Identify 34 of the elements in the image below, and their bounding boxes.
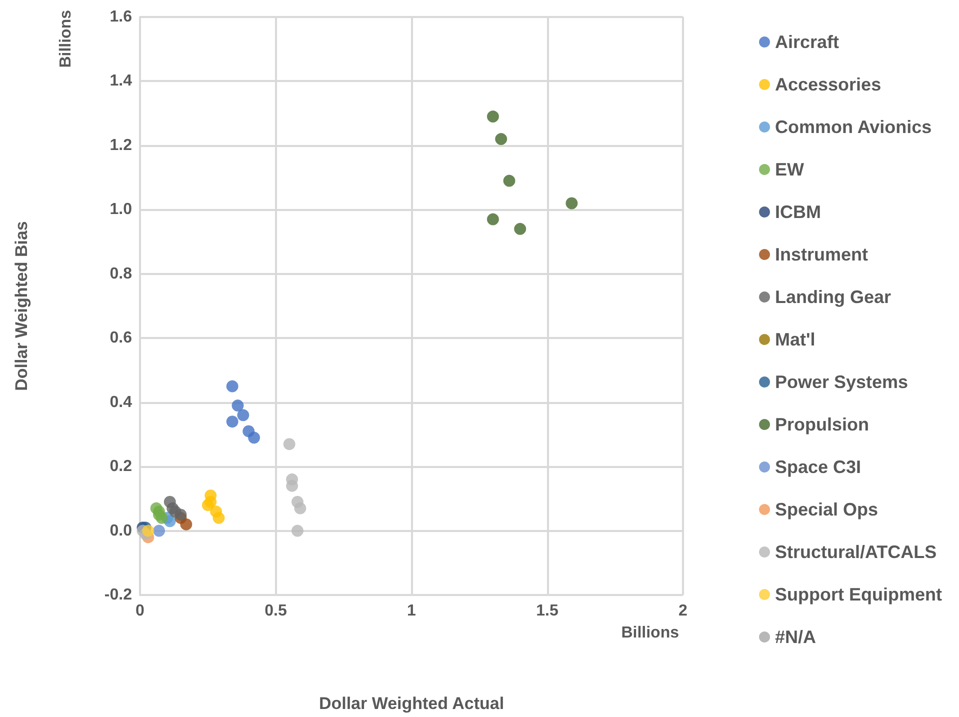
legend-label: Power Systems [775,372,908,392]
y-tick-label: 1.0 [110,201,132,218]
legend-label: #N/A [775,627,816,647]
legend-label: Support Equipment [775,584,942,604]
x-axis-title: Dollar Weighted Actual [318,694,504,713]
legend-label: Aircraft [775,32,840,52]
y-tick-label: 1.2 [110,136,132,154]
y-axis-title: Dollar Weighted Bias [12,221,31,391]
text: Billions [58,10,74,68]
legend-label: Special Ops [775,500,878,520]
y-tick-label: 1.4 [110,72,132,90]
legend-label: ICBM [775,202,821,222]
y-tick-label: 0.0 [110,522,132,540]
y-tick-label: 0.4 [110,394,132,411]
y-tick-label: 1.6 [110,8,132,26]
x-tick-label: 1.5 [536,602,558,620]
legend-label: Structural/ATCALS [775,542,937,562]
y-tick-label: -0.2 [104,586,132,604]
y-tick-label: 0.8 [110,265,132,282]
y-tick-label: 0.2 [110,458,132,476]
x-tick-label: 1 [407,602,416,620]
legend-label: Instrument [775,244,868,264]
legend-label: Mat'l [775,330,816,350]
legend-label: Common Avionics [775,117,932,137]
y-tick-label: 0.6 [110,330,132,347]
legend-label: Accessories [775,74,882,94]
legend-label: Landing Gear [775,287,892,307]
x-tick-label: 0.5 [264,602,287,620]
legend-label: Propulsion [775,414,869,434]
legend-label: Space C3I [775,457,862,477]
x-tick-label: 0 [136,602,145,620]
legend-label: EW [775,160,804,180]
x-tick-label: 2 [678,602,688,620]
text: Billions [621,624,680,642]
